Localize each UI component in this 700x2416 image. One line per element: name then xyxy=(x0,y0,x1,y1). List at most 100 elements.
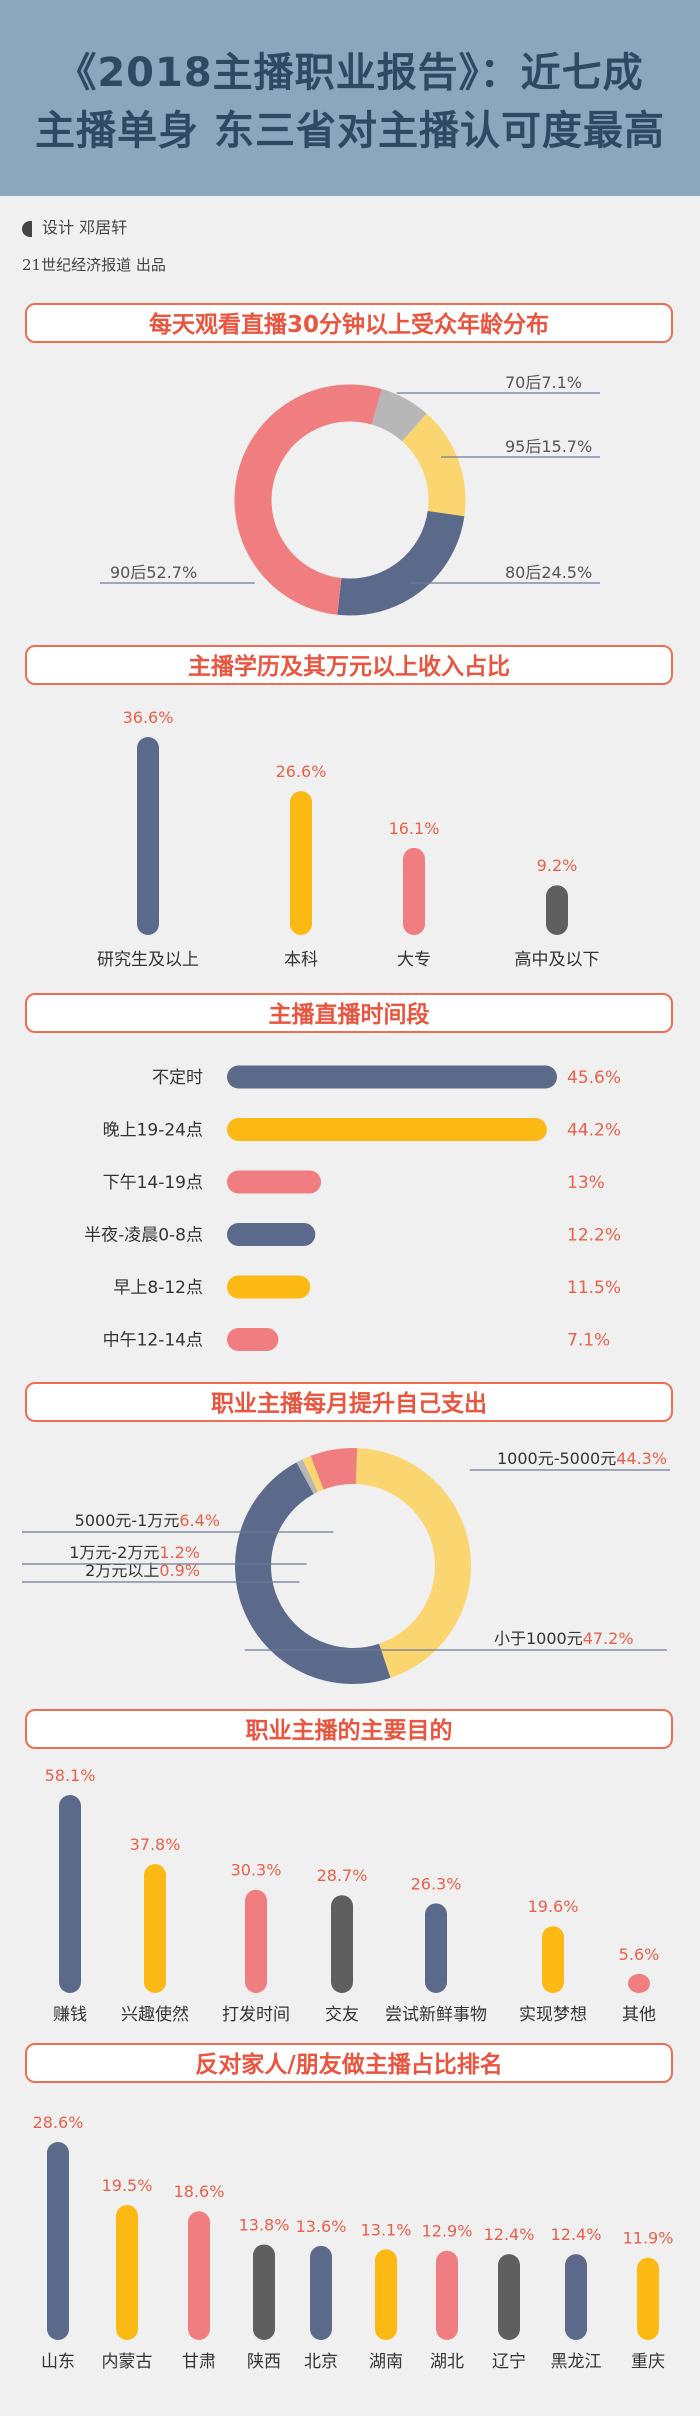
bar xyxy=(331,1895,353,1993)
bar xyxy=(227,1223,316,1246)
category-label: 赚钱 xyxy=(53,2005,87,2025)
bar xyxy=(436,2250,458,2340)
slice-label: 1000元-5000元44.3% xyxy=(497,1449,667,1468)
slice-label: 90后52.7% xyxy=(110,563,197,582)
bar xyxy=(375,2249,397,2340)
slice-percent: 0.9% xyxy=(159,1561,200,1580)
value-label: 37.8% xyxy=(130,1835,181,1854)
bar xyxy=(59,1795,81,1993)
value-label: 18.6% xyxy=(174,2182,225,2201)
value-label: 11.9% xyxy=(623,2229,674,2248)
designer-byline: 设计 邓居轩 xyxy=(22,214,127,238)
bar xyxy=(227,1118,547,1141)
value-label: 36.6% xyxy=(123,708,174,727)
category-label: 甘肃 xyxy=(182,2352,216,2372)
category-label: 北京 xyxy=(304,2352,338,2372)
bar xyxy=(227,1328,279,1351)
category-label: 重庆 xyxy=(631,2352,665,2372)
bar xyxy=(498,2254,520,2340)
value-label: 58.1% xyxy=(45,1766,96,1785)
publisher-credit: 21世纪经济报道 出品 xyxy=(22,256,166,274)
section-title-timeslot: 主播直播时间段 xyxy=(25,993,673,1033)
bar xyxy=(227,1065,557,1089)
value-label: 12.9% xyxy=(422,2222,473,2241)
donut-slice xyxy=(401,413,466,517)
slice-label: 1万元-2万元1.2% xyxy=(69,1543,200,1562)
slice-percent: 47.2% xyxy=(583,1629,634,1648)
slice-percent: 44.3% xyxy=(616,1449,667,1468)
value-label: 13.6% xyxy=(296,2217,347,2236)
bar xyxy=(425,1903,447,1993)
bar xyxy=(628,1973,650,1993)
value-label: 13.1% xyxy=(361,2220,412,2239)
value-label: 19.6% xyxy=(528,1897,579,1916)
bar xyxy=(542,1926,564,1993)
age-donut-chart: 70后7.1% 95后15.7% 80后24.5% 90后52.7% xyxy=(100,373,600,616)
category-label: 山东 xyxy=(41,2352,75,2372)
header-banner: 《2018主播职业报告》：近七成 主播单身 东三省对主播认可度最高 xyxy=(0,0,700,196)
category-label: 黑龙江 xyxy=(551,2352,602,2372)
category-label: 大专 xyxy=(397,950,431,970)
slice-category: 小于1000元 xyxy=(494,1629,583,1648)
value-label: 12.2% xyxy=(567,1226,621,1246)
page-title-line1: 《2018主播职业报告》：近七成 xyxy=(56,50,644,96)
donut-slice xyxy=(310,1448,358,1490)
bar xyxy=(47,2142,69,2340)
slice-category: 1万元-2万元 xyxy=(69,1543,159,1562)
section-title-education: 主播学历及其万元以上收入占比 xyxy=(25,645,673,685)
bar xyxy=(227,1275,311,1299)
category-label: 其他 xyxy=(622,2005,656,2025)
bar xyxy=(144,1864,166,1993)
category-label: 研究生及以上 xyxy=(97,950,199,970)
value-label: 28.6% xyxy=(33,2113,84,2132)
bar xyxy=(546,885,568,935)
value-label: 26.3% xyxy=(411,1874,462,1893)
donut-slice xyxy=(371,388,427,442)
slice-label: 80后24.5% xyxy=(505,563,592,582)
slice-label: 70后7.1% xyxy=(505,373,582,392)
bar xyxy=(637,2257,659,2340)
value-label: 12.4% xyxy=(551,2225,602,2244)
category-label: 辽宁 xyxy=(492,2352,526,2372)
category-label: 不定时 xyxy=(152,1068,203,1088)
section-title-age: 每天观看直播30分钟以上受众年龄分布 xyxy=(25,303,673,343)
category-label: 下午14-19点 xyxy=(103,1173,203,1193)
value-label: 5.6% xyxy=(619,1945,660,1964)
slice-label: 2万元以上0.9% xyxy=(85,1561,200,1580)
value-label: 44.2% xyxy=(567,1121,621,1141)
category-label: 湖南 xyxy=(369,2352,403,2372)
slice-label: 95后15.7% xyxy=(505,437,592,456)
slice-label: 小于1000元47.2% xyxy=(494,1629,634,1648)
bar xyxy=(245,1889,267,1993)
category-label: 半夜-凌晨0-8点 xyxy=(84,1226,203,1246)
bar xyxy=(227,1170,322,1194)
value-label: 12.4% xyxy=(484,2225,535,2244)
slice-percent: 6.4% xyxy=(179,1511,220,1530)
donut-slice xyxy=(337,510,465,616)
category-label: 早上8-12点 xyxy=(113,1278,203,1298)
slice-category: 1000元-5000元 xyxy=(497,1449,616,1468)
byline-text: 设计 邓居轩 xyxy=(42,218,128,237)
category-label: 打发时间 xyxy=(222,2005,290,2025)
value-label: 11.5% xyxy=(567,1278,621,1298)
section-title-opposition: 反对家人/朋友做主播占比排名 xyxy=(25,2043,673,2083)
category-label: 兴趣使然 xyxy=(121,2004,189,2025)
bar xyxy=(137,737,159,935)
slice-category: 5000元-1万元 xyxy=(75,1511,180,1530)
bar xyxy=(310,2245,332,2340)
donut-slice xyxy=(355,1448,471,1678)
category-label: 晚上19-24点 xyxy=(103,1121,203,1141)
value-label: 26.6% xyxy=(276,762,327,781)
page-title-line2: 主播单身 东三省对主播认可度最高 xyxy=(35,108,665,154)
opposition-bar-chart: 28.6% 山东 19.5% 内蒙古 18.6% 甘肃 13.8% 陕西 13.6% 北京 13.1… xyxy=(33,2113,674,2372)
slice-label: 5000元-1万元6.4% xyxy=(75,1511,220,1530)
purpose-bar-chart: 58.1% 赚钱 37.8% 兴趣使然 30.3% 打发时间 28.7% 交友 26.3% 尝试新… xyxy=(45,1766,660,2025)
category-label: 中午12-14点 xyxy=(103,1331,203,1351)
value-label: 13.8% xyxy=(239,2215,290,2234)
category-label: 本科 xyxy=(284,950,318,970)
slice-category: 2万元以上 xyxy=(85,1561,159,1580)
half-circle-icon xyxy=(22,220,32,237)
bar xyxy=(403,847,425,935)
category-label: 高中及以下 xyxy=(515,950,600,970)
value-label: 16.1% xyxy=(389,819,440,838)
